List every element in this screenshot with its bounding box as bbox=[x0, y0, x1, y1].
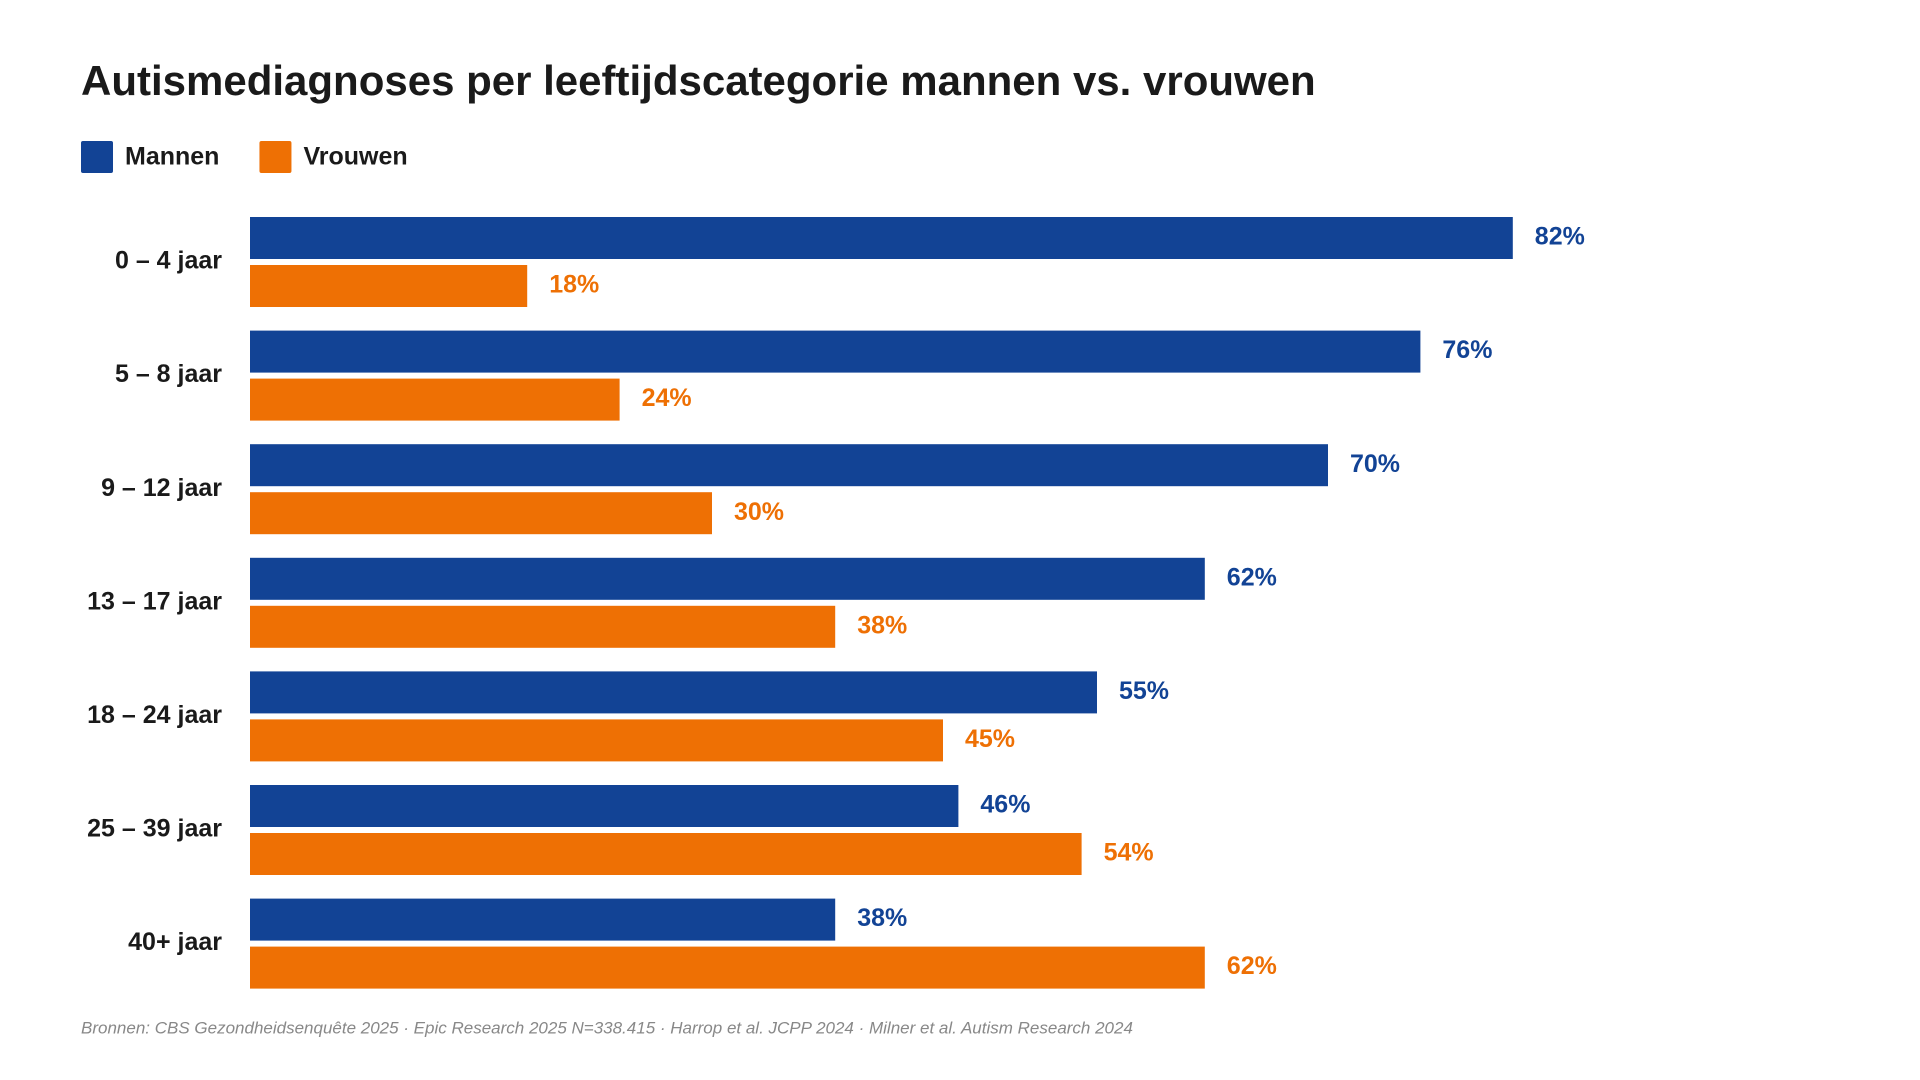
category-label: 13 – 17 jaar bbox=[87, 587, 222, 615]
legend-label: Mannen bbox=[125, 143, 219, 171]
bar bbox=[250, 785, 959, 827]
value-label: 38% bbox=[857, 611, 907, 639]
value-label: 45% bbox=[965, 725, 1015, 753]
value-label: 18% bbox=[549, 271, 599, 299]
legend-swatch bbox=[81, 141, 113, 173]
value-label: 62% bbox=[1227, 563, 1277, 591]
category-label: 18 – 24 jaar bbox=[87, 701, 222, 729]
bar bbox=[250, 833, 1082, 875]
value-label: 55% bbox=[1119, 677, 1169, 705]
legend-label: Vrouwen bbox=[303, 143, 407, 171]
bar bbox=[250, 330, 1421, 373]
bar bbox=[250, 444, 1328, 487]
bar bbox=[250, 557, 1205, 600]
value-label: 70% bbox=[1350, 450, 1400, 478]
bar bbox=[250, 492, 712, 535]
bar bbox=[250, 719, 943, 762]
bar bbox=[250, 378, 620, 421]
category-label: 9 – 12 jaar bbox=[101, 474, 222, 502]
bar bbox=[250, 605, 836, 648]
value-label: 30% bbox=[734, 498, 784, 526]
bar bbox=[250, 671, 1097, 714]
category-label: 0 – 4 jaar bbox=[115, 247, 222, 275]
category-label: 40+ jaar bbox=[128, 928, 222, 956]
value-label: 76% bbox=[1442, 336, 1492, 364]
chart-title: Autismediagnoses per leeftijdscategorie … bbox=[81, 57, 1316, 104]
bar bbox=[250, 946, 1205, 989]
category-label: 25 – 39 jaar bbox=[87, 815, 222, 843]
legend-swatch bbox=[259, 141, 292, 173]
value-label: 24% bbox=[642, 384, 692, 412]
value-label: 82% bbox=[1535, 223, 1585, 251]
value-label: 38% bbox=[857, 904, 907, 932]
value-label: 46% bbox=[980, 791, 1030, 819]
source-note: Bronnen: CBS Gezondheidsenquête 2025 · E… bbox=[81, 1018, 1133, 1037]
category-label: 5 – 8 jaar bbox=[115, 360, 222, 388]
bar bbox=[250, 217, 1513, 259]
bar bbox=[250, 898, 836, 941]
value-label: 62% bbox=[1227, 952, 1277, 980]
bar bbox=[250, 265, 528, 307]
value-label: 54% bbox=[1104, 839, 1154, 867]
